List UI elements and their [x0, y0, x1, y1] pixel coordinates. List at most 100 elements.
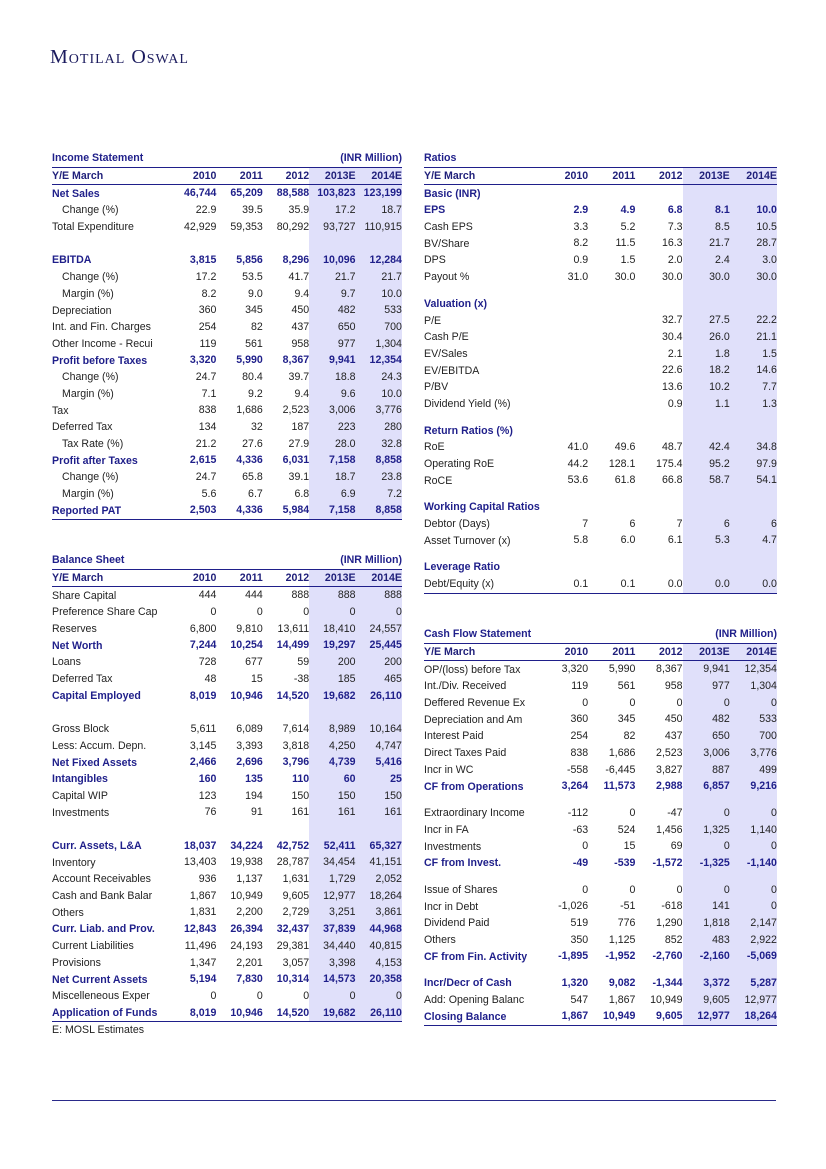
row-value: [263, 235, 309, 252]
row-value: 18,264: [355, 887, 402, 905]
row-value: 7: [582, 517, 589, 530]
row-value: [541, 559, 588, 576]
row-value: 0: [256, 989, 263, 1002]
table-row: Deferred Tax 48 15 -38 185 465: [52, 670, 402, 688]
row-label: Cash P/E: [424, 331, 469, 344]
table-row: CF from Fin. Activity -1,895 -1,952 -2,760-…: [424, 948, 777, 966]
table-row: Capital Employed 8,019 10,946 14,520 19,682 2…: [52, 687, 402, 705]
row-label: Debt/Equity (x): [424, 578, 495, 591]
row-value: 60: [309, 770, 356, 788]
row-value: 27.6: [242, 437, 263, 450]
row-value: 483: [682, 931, 730, 949]
row-value: 0: [355, 987, 402, 1005]
row-label: Tax: [52, 404, 69, 417]
row-label: Account Receivables: [52, 873, 151, 886]
row-value: [682, 412, 730, 423]
spacer-row: [424, 965, 777, 976]
table-row: Profit after Taxes 2,615 4,336 6,031 7,158 8,…: [52, 452, 402, 470]
row-value: 3,251: [309, 904, 356, 922]
row-value: 0: [729, 881, 777, 899]
row-value: 1.5: [620, 254, 636, 267]
row-value: 18,264: [729, 1008, 777, 1026]
table-row: EPS 2.9 4.9 6.8 8.1 10.0: [424, 202, 777, 219]
row-value: 32.8: [355, 435, 402, 453]
table-header-row: Y/E March 2010 2011 2012 2013E 2014E: [52, 569, 402, 588]
row-value: 14,499: [276, 639, 310, 652]
row-value: 547: [570, 993, 589, 1006]
row-value: 15: [250, 672, 263, 685]
row-label: Closing Balance: [424, 1010, 507, 1023]
row-label: Total Expenditure: [52, 221, 134, 234]
row-value: 0: [355, 604, 402, 621]
row-value: 450: [664, 713, 683, 726]
row-value: 12,977: [309, 887, 356, 905]
row-value: [682, 422, 730, 439]
row-value: [541, 379, 588, 396]
table-title: Balance Sheet: [52, 554, 125, 567]
row-value: 25,445: [355, 637, 402, 655]
column-header-year: 2012: [658, 645, 683, 658]
column-header-year: 2013E: [682, 643, 730, 661]
row-value: -1,140: [729, 854, 777, 872]
spacer-row: [52, 235, 402, 253]
row-value: 524: [617, 823, 636, 836]
row-value: 5.8: [573, 534, 589, 547]
row-value: 52,411: [309, 837, 356, 855]
table-row: Miscelleneous Exper 0 0 0 0 0: [52, 987, 402, 1005]
row-value: [635, 185, 682, 202]
row-value: 3.3: [573, 220, 589, 233]
row-value: [635, 549, 682, 559]
row-value: 465: [355, 670, 402, 688]
table-row: Change (%) 22.9 39.5 35.9 17.2 18.7: [52, 202, 402, 219]
row-value: -49: [572, 856, 589, 869]
row-value: 12,354: [355, 352, 402, 369]
row-value: -618: [661, 900, 683, 913]
row-value: 3,264: [561, 780, 589, 793]
row-value: 5.3: [682, 532, 730, 550]
row-value: 25: [355, 770, 402, 788]
row-value: 9,216: [729, 778, 777, 795]
row-value: 0.9: [573, 254, 589, 267]
row-value: [588, 362, 635, 379]
row-value: [541, 185, 588, 202]
row-value: 6,857: [682, 778, 730, 795]
row-value: 11,573: [603, 780, 636, 793]
row-value: 128.1: [608, 457, 636, 470]
row-value: 2.9: [573, 204, 589, 217]
column-header-year: 2012: [658, 169, 683, 182]
table-row: Int./Div. Received 119 561 958 977 1,304: [424, 678, 777, 695]
row-value: 53.5: [242, 270, 263, 283]
table-row: Change (%) 24.7 65.8 39.1 18.7 23.8: [52, 469, 402, 486]
row-label: Basic (INR): [424, 187, 481, 200]
row-value: 39.5: [242, 204, 263, 217]
row-value: 9,082: [608, 977, 636, 990]
row-value: 1,304: [729, 678, 777, 695]
row-value: [729, 549, 777, 560]
row-value: -112: [567, 806, 589, 819]
column-header-year: 2012: [285, 571, 310, 584]
row-value: 7,244: [189, 639, 217, 652]
row-label: Leverage Ratio: [424, 561, 500, 574]
row-value: [588, 559, 635, 576]
row-value: 42,929: [183, 220, 217, 233]
row-value: -1,895: [558, 950, 589, 963]
row-value: 2.0: [667, 254, 683, 267]
row-label: Deffered Revenue Ex: [424, 697, 526, 710]
row-value: 17.2: [195, 270, 217, 283]
row-value: 8,367: [282, 354, 310, 367]
row-value: 48: [204, 672, 217, 685]
row-value: 18,410: [309, 620, 356, 638]
row-value: 1,325: [682, 821, 730, 839]
row-value: 4.7: [729, 532, 777, 550]
row-value: 888: [291, 589, 310, 602]
row-value: 0: [729, 804, 777, 822]
row-value: [729, 499, 777, 516]
row-value: 26,394: [230, 923, 263, 936]
row-value: -63: [572, 823, 589, 836]
spacer-row: [424, 871, 777, 882]
row-label: Direct Taxes Paid: [424, 747, 507, 760]
row-value: 8.2: [573, 237, 589, 250]
row-label: Net Current Assets: [52, 973, 148, 986]
row-value: 18.2: [682, 362, 730, 379]
table-row: Change (%) 17.2 53.5 41.7 21.7 21.7: [52, 268, 402, 286]
